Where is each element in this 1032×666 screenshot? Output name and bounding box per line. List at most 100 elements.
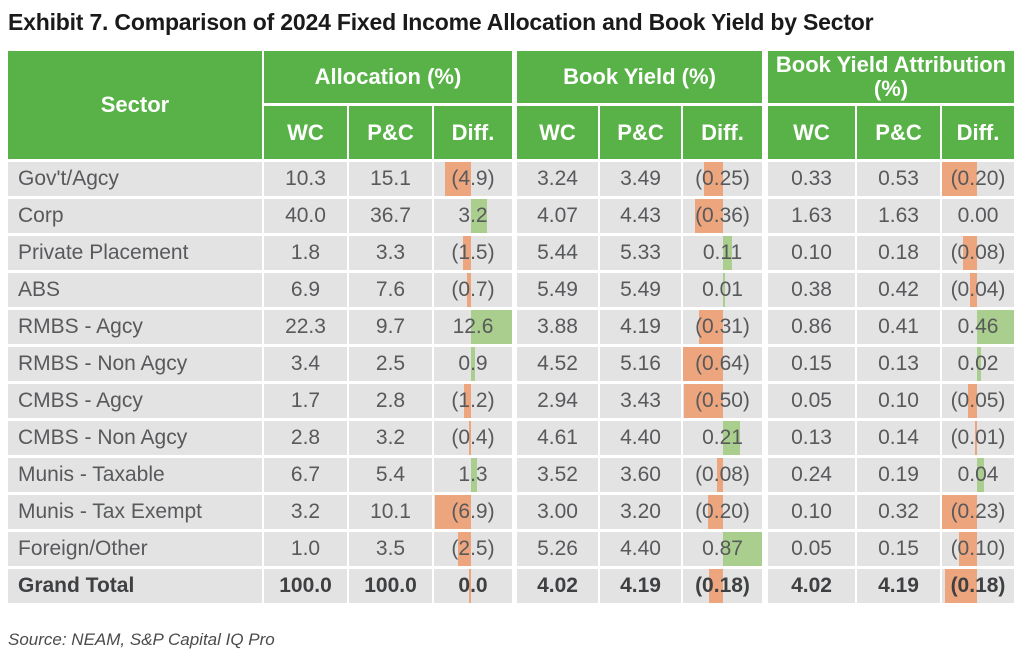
cell-value: 4.61 [517,421,598,455]
cell-value: 1.0 [264,532,347,566]
cell-text: 0.10 [791,241,832,264]
diff-bar-negative [703,162,724,196]
sector-label: Corp [18,204,64,227]
sector-label: Grand Total [18,574,135,597]
cell-text: 0.13 [791,426,832,449]
cell-diff: (0.50) [683,384,762,418]
cell-text: 40.0 [285,204,326,227]
cell-text: 4.52 [537,352,578,375]
grand-total-row: Grand Total 100.0 100.0 0.0 4.02 4.19 (0.18) 4.… [8,569,1032,603]
sector-label: CMBS - Agcy [18,389,143,412]
cell-text: 3.43 [620,389,661,412]
table-row: Munis - Tax Exempt 3.2 10.1 (6.9) 3.00 3.20 (0… [8,495,1032,529]
cell-text: 0.15 [791,352,832,375]
cell-value: 3.88 [517,310,598,344]
diff-bar-negative [698,310,724,344]
cell-value: 10.3 [264,162,347,196]
cell-text: 3.4 [290,352,321,375]
cell-sector: Munis - Taxable [8,458,262,492]
cell-value: 1.63 [768,199,855,233]
header-group: Book Yield (%) WC P&C Diff. [517,51,762,159]
cell-sector: Gov't/Agcy [8,162,262,196]
cell-value: 40.0 [264,199,347,233]
cell-diff: 0.04 [942,458,1014,492]
cell-text: 0.01 [702,278,743,301]
cell-text: 0.18 [878,241,919,264]
table-row: RMBS - Non Agcy 3.4 2.5 0.9 4.52 5.16 (0.64) 0.… [8,347,1032,381]
diff-bar-negative [716,458,724,492]
cell-text: (0.05) [950,389,1006,412]
cell-text: 5.16 [620,352,661,375]
sector-label: Foreign/Other [18,537,148,560]
diff-bar-negative [709,569,724,603]
cell-sector: Private Placement [8,236,262,270]
cell-text: 3.3 [375,241,406,264]
diff-bar-negative [683,384,724,418]
cell-diff: (0.20) [683,495,762,529]
cell-text: 0.05 [791,389,832,412]
diff-bar-negative [942,162,978,196]
cell-text: 4.19 [620,315,661,338]
table-row: Munis - Taxable 6.7 5.4 1.3 3.52 3.60 (0.08) 0.… [8,458,1032,492]
cell-diff: (0.10) [942,532,1014,566]
header-group: Allocation (%) WC P&C Diff. [264,51,512,159]
cell-value: 4.19 [600,569,681,603]
cell-value: 5.49 [517,273,598,307]
cell-diff: (0.31) [683,310,762,344]
cell-text: (0.64) [695,352,750,375]
cell-value: 0.13 [857,347,940,381]
cell-value: 4.52 [517,347,598,381]
cell-value: 5.16 [600,347,681,381]
diff-bar-negative [457,532,471,566]
cell-text: (0.36) [695,204,750,227]
cell-diff: 0.87 [683,532,762,566]
cell-sector: ABS [8,273,262,307]
cell-diff: (0.36) [683,199,762,233]
diff-bar-negative [434,495,471,529]
diff-bar-positive [470,199,488,233]
cell-diff: 12.6 [434,310,512,344]
col-header-sector: Sector [8,51,262,159]
cell-diff: 0.11 [683,236,762,270]
table-row: Foreign/Other 1.0 3.5 (2.5) 5.26 4.40 0.87 0.05… [8,532,1032,566]
cell-diff: (0.18) [942,569,1014,603]
table-row: Gov't/Agcy 10.3 15.1 (4.9) 3.24 3.49 (0.25) 0.3… [8,162,1032,196]
cell-value: 7.6 [349,273,432,307]
cell-text: 100.0 [364,574,417,597]
cell-sector: Foreign/Other [8,532,262,566]
cell-text: 3.5 [375,537,406,560]
cell-text: 0.42 [878,278,919,301]
cell-sector: Corp [8,199,262,233]
cell-diff: (2.5) [434,532,512,566]
cell-value: 4.19 [600,310,681,344]
cell-text: 15.1 [370,167,411,190]
cell-text: (0.23) [950,500,1006,523]
cell-text: 0.53 [878,167,919,190]
cell-text: 0.46 [957,315,999,338]
cell-diff: 0.00 [942,199,1014,233]
cell-value: 0.05 [768,532,855,566]
diff-bar-negative [962,236,978,270]
diff-bar-negative [975,421,978,455]
cell-text: 4.02 [537,574,578,597]
cell-value: 0.32 [857,495,940,529]
cell-text: (0.4) [451,426,495,449]
cell-diff: (0.4) [434,421,512,455]
cell-sector: RMBS - Agcy [8,310,262,344]
cell-text: 0.10 [791,500,832,523]
cell-value: 4.07 [517,199,598,233]
sector-label: Gov't/Agcy [18,167,119,190]
cell-text: 0.32 [878,500,919,523]
cell-text: 3.2 [290,500,321,523]
cell-value: 4.40 [600,532,681,566]
cell-value: 100.0 [349,569,432,603]
cell-text: (0.18) [695,574,750,597]
table-row: CMBS - Agcy 1.7 2.8 (1.2) 2.94 3.43 (0.50) 0.05… [8,384,1032,418]
cell-text: 0.86 [791,315,832,338]
cell-value: 0.05 [768,384,855,418]
cell-value: 22.3 [264,310,347,344]
cell-value: 1.63 [857,199,940,233]
cell-text: 2.8 [290,426,321,449]
cell-text: 0.04 [957,463,999,486]
cell-value: 3.52 [517,458,598,492]
